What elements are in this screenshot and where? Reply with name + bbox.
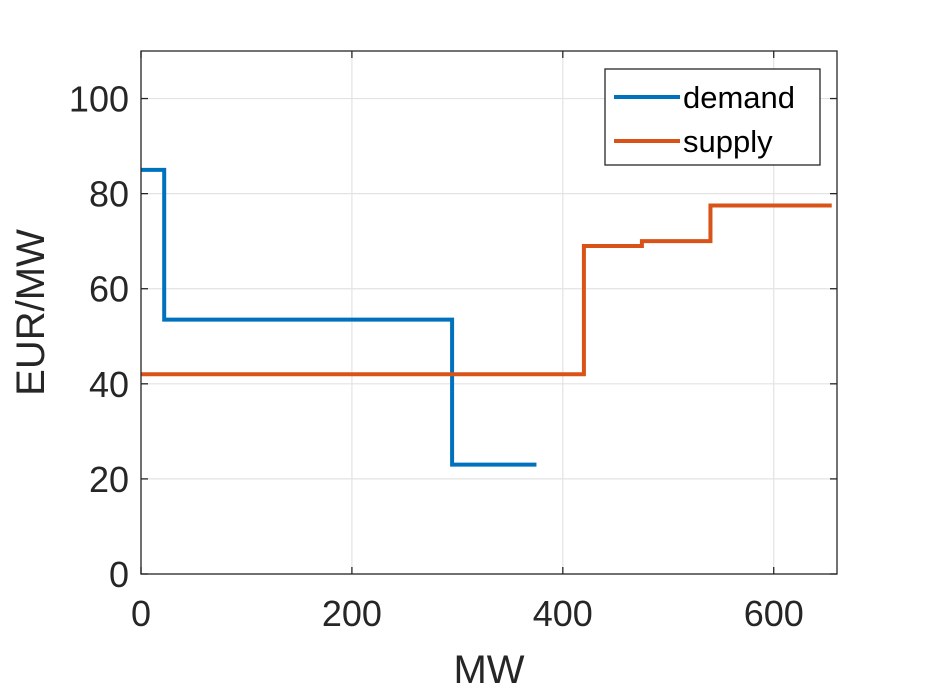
legend-box — [604, 68, 821, 166]
y-tick-label: 0 — [109, 554, 129, 595]
axes-box — [140, 50, 838, 575]
tick-labels: 0 200 400 600 0 20 40 60 80 100 — [69, 79, 804, 634]
legend-label-supply: supply — [683, 124, 773, 159]
y-tick-label: 20 — [89, 459, 129, 500]
legend: demand supply — [604, 68, 821, 166]
legend-label-demand: demand — [683, 80, 795, 115]
x-tick-label: 200 — [322, 593, 382, 634]
x-tick-label: 0 — [131, 593, 151, 634]
y-tick-label: 40 — [89, 364, 129, 405]
x-axis-label: MW — [453, 648, 524, 692]
x-tick-label: 600 — [744, 593, 804, 634]
x-tick-label: 400 — [533, 593, 593, 634]
y-tick-label: 80 — [89, 174, 129, 215]
y-tick-label: 100 — [69, 79, 129, 120]
series-line-supply — [141, 203, 832, 377]
series-layer — [141, 167, 832, 467]
y-tick-label: 60 — [89, 269, 129, 310]
ticks — [140, 51, 837, 575]
series-line-demand — [141, 167, 537, 467]
y-axis-label: EUR/MW — [9, 229, 53, 396]
